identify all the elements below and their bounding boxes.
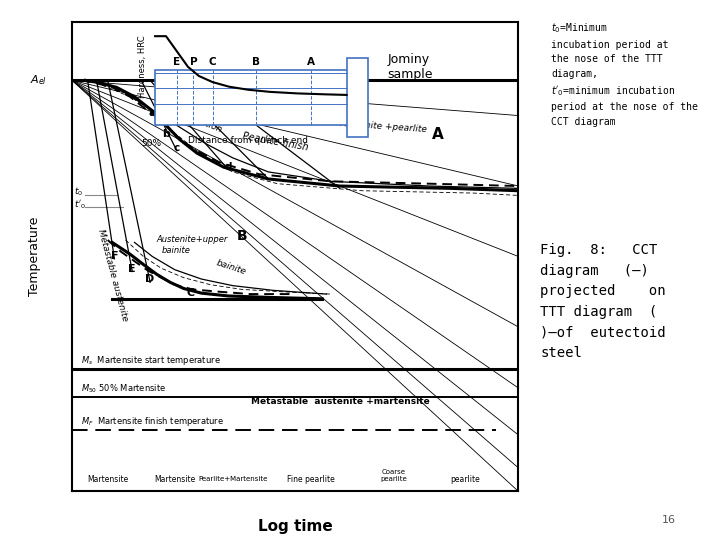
Text: Fig.  8:   CCT
diagram   (—)
projected    on
TTT diagram  (
)—of  eutectoid
stee: Fig. 8: CCT diagram (—) projected on TTT… bbox=[540, 243, 666, 360]
Text: Temperature: Temperature bbox=[27, 217, 40, 296]
Text: pearlite: pearlite bbox=[450, 475, 480, 484]
Text: Martensite: Martensite bbox=[154, 475, 195, 484]
Bar bbox=[155, 70, 352, 125]
Text: B: B bbox=[252, 57, 261, 68]
Text: b: b bbox=[162, 129, 170, 139]
Bar bbox=[346, 58, 369, 137]
Text: $t_0$=Minimum
incubation period at
the nose of the TTT
diagram,
$t'_0$=minimum i: $t_0$=Minimum incubation period at the n… bbox=[551, 22, 698, 127]
Text: A: A bbox=[432, 127, 444, 142]
Text: Austenite+upper: Austenite+upper bbox=[157, 235, 228, 245]
Text: Pearlite start: Pearlite start bbox=[259, 103, 323, 120]
Text: 16: 16 bbox=[662, 515, 675, 525]
Text: Metastable  austenite +martensite: Metastable austenite +martensite bbox=[251, 397, 429, 407]
Text: bainite: bainite bbox=[161, 246, 190, 255]
Text: $t'_0$: $t'_0$ bbox=[74, 199, 86, 211]
Text: F: F bbox=[111, 251, 118, 261]
Text: C: C bbox=[209, 57, 216, 68]
Text: Jominy
sample: Jominy sample bbox=[387, 53, 433, 81]
Text: 50%: 50% bbox=[141, 139, 161, 148]
Text: Hardness, HRC: Hardness, HRC bbox=[138, 36, 148, 98]
Text: E: E bbox=[128, 264, 136, 274]
Text: B: B bbox=[236, 229, 247, 243]
Text: $t_0$: $t_0$ bbox=[74, 186, 84, 198]
Text: $M_{50}$ 50% Martensite: $M_{50}$ 50% Martensite bbox=[81, 383, 166, 395]
Text: Austenite +pearlite: Austenite +pearlite bbox=[340, 119, 428, 134]
Text: Transformation: Transformation bbox=[157, 100, 224, 134]
Text: Log time: Log time bbox=[258, 519, 333, 534]
Text: P: P bbox=[189, 57, 197, 68]
Text: d: d bbox=[225, 161, 232, 172]
Text: D: D bbox=[145, 274, 155, 285]
Text: $M_F$  Martensite finish temperature: $M_F$ Martensite finish temperature bbox=[81, 415, 224, 428]
Text: Martensite: Martensite bbox=[87, 475, 128, 484]
Text: C: C bbox=[186, 288, 194, 299]
Text: $A_{el}$: $A_{el}$ bbox=[30, 73, 48, 87]
Text: $M_s$  Martensite start temperature: $M_s$ Martensite start temperature bbox=[81, 354, 221, 367]
Text: a: a bbox=[148, 107, 156, 118]
Text: bainite: bainite bbox=[215, 258, 247, 276]
Text: Pearlite finish: Pearlite finish bbox=[242, 131, 309, 153]
Text: E: E bbox=[174, 57, 181, 68]
Text: Pearlite+Martensite: Pearlite+Martensite bbox=[198, 476, 267, 482]
Text: c: c bbox=[174, 143, 180, 153]
Text: Metastable austenite: Metastable austenite bbox=[96, 228, 130, 322]
Text: Distance from quench end: Distance from quench end bbox=[188, 136, 308, 145]
Text: Fine pearlite: Fine pearlite bbox=[287, 475, 335, 484]
Text: A: A bbox=[307, 57, 315, 68]
Text: Coarse
pearlite: Coarse pearlite bbox=[380, 469, 407, 482]
